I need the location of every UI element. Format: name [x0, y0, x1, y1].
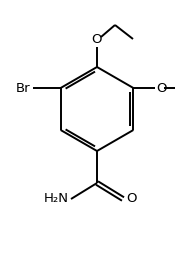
- Text: O: O: [156, 82, 167, 94]
- Text: O: O: [92, 33, 102, 46]
- Text: Br: Br: [16, 82, 31, 94]
- Text: O: O: [126, 193, 136, 205]
- Text: H₂N: H₂N: [44, 193, 69, 205]
